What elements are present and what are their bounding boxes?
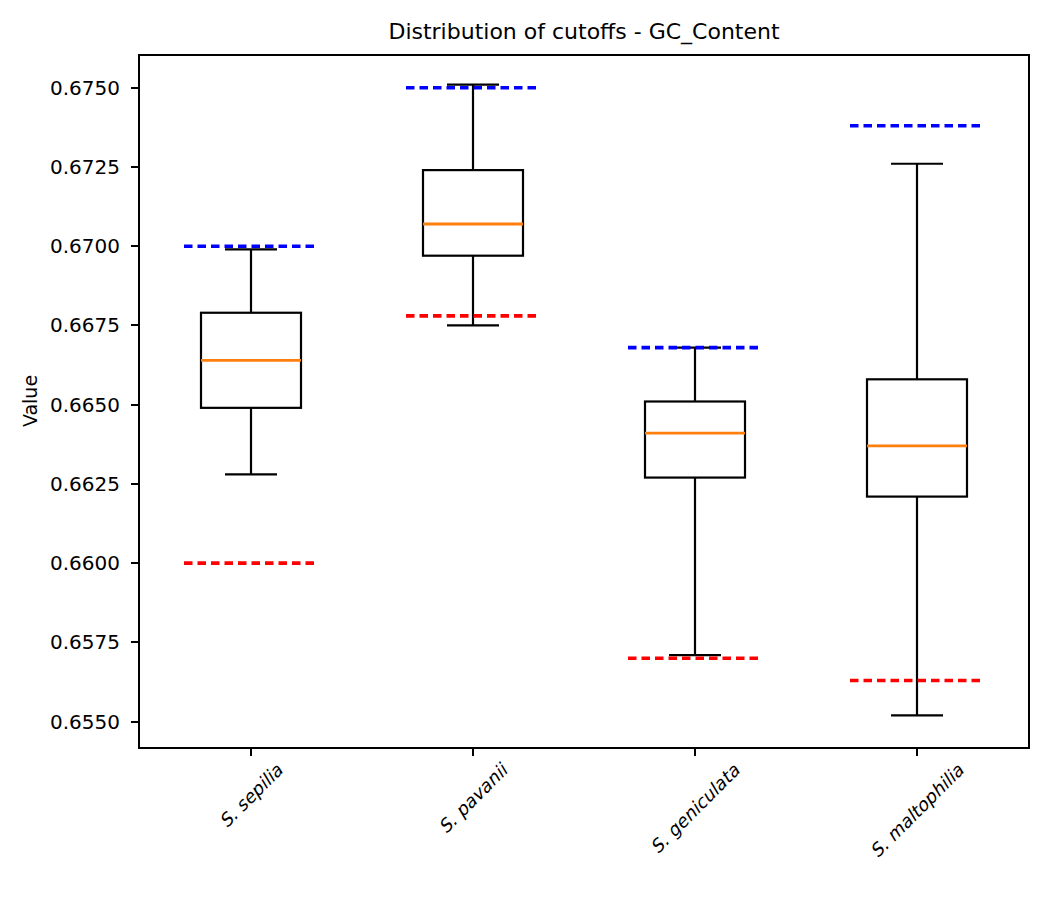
y-tick-mark (131, 166, 138, 168)
y-tick-mark (131, 721, 138, 723)
x-tick-mark (250, 749, 252, 756)
y-tick-label: 0.6700 (25, 235, 120, 257)
y-tick-label: 0.6550 (25, 711, 120, 733)
y-tick-mark (131, 324, 138, 326)
y-tick-mark (131, 641, 138, 643)
x-tick-mark (472, 749, 474, 756)
y-tick-label: 0.6650 (25, 394, 120, 416)
x-tick-mark (916, 749, 918, 756)
y-tick-label: 0.6725 (25, 156, 120, 178)
y-tick-label: 0.6600 (25, 552, 120, 574)
y-tick-label: 0.6675 (25, 314, 120, 336)
y-tick-mark (131, 404, 138, 406)
boxplot-canvas (140, 56, 1028, 747)
x-tick-label: S. pavanii (434, 760, 512, 838)
x-tick-label: S. geniculata (646, 760, 744, 858)
y-tick-mark (131, 87, 138, 89)
y-tick-mark (131, 562, 138, 564)
y-tick-label: 0.6750 (25, 77, 120, 99)
figure: Distribution of cutoffs - GC_Content Val… (0, 0, 1050, 900)
x-tick-label: S. maltophilia (866, 760, 969, 863)
box-rect (423, 170, 523, 256)
box-rect (645, 402, 745, 478)
x-tick-mark (694, 749, 696, 756)
y-tick-mark (131, 483, 138, 485)
plot-area (138, 54, 1030, 749)
chart-title: Distribution of cutoffs - GC_Content (140, 19, 1028, 45)
y-tick-label: 0.6575 (25, 631, 120, 653)
y-tick-mark (131, 245, 138, 247)
x-tick-label: S. sepilia (215, 760, 288, 833)
box-rect (867, 379, 967, 496)
y-tick-label: 0.6625 (25, 473, 120, 495)
